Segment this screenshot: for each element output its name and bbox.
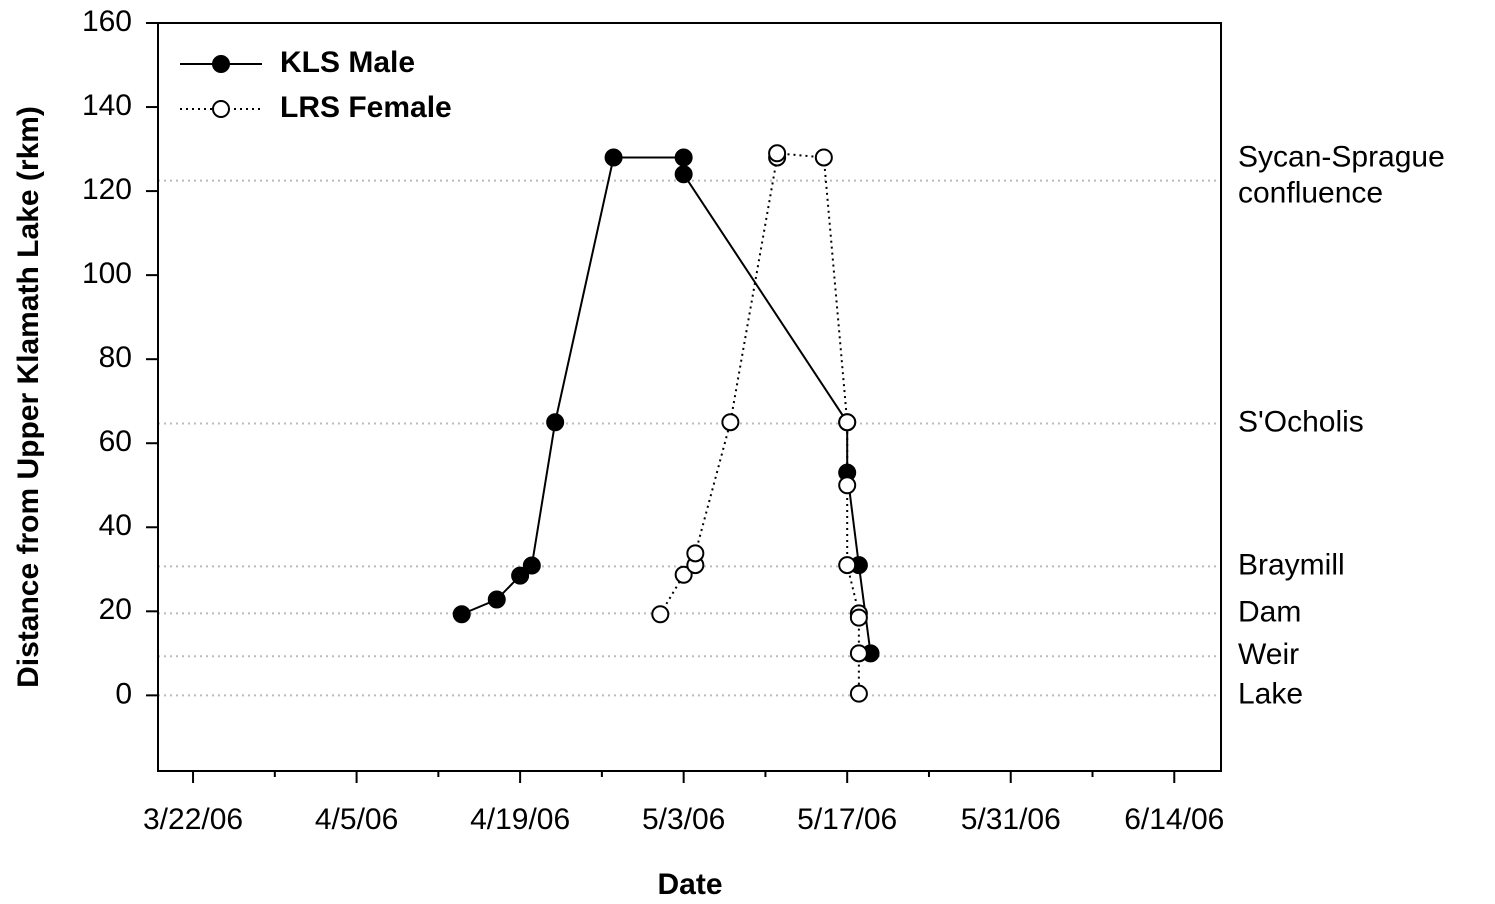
data-point	[651, 605, 670, 624]
data-point	[674, 565, 693, 584]
data-point	[768, 144, 787, 163]
reference-label: Braymill	[1238, 548, 1345, 581]
data-point	[838, 556, 857, 575]
data-point	[674, 165, 693, 184]
x-tick-label: 3/22/06	[143, 803, 243, 836]
x-tick-label: 6/14/06	[1124, 803, 1224, 836]
x-tick-label: 5/3/06	[642, 803, 725, 836]
data-point	[511, 566, 530, 585]
data-point	[522, 556, 541, 575]
reference-label: confluence	[1238, 177, 1383, 210]
y-tick-label: 20	[99, 593, 132, 626]
data-point	[814, 148, 833, 167]
data-point	[686, 544, 705, 563]
y-axis-label: Distance from Upper Klamath Lake (rkm)	[12, 106, 45, 688]
reference-label: Lake	[1238, 677, 1303, 710]
y-tick-label: 0	[115, 677, 132, 710]
data-point	[838, 413, 857, 432]
y-tick-label: 160	[82, 5, 132, 38]
data-point	[674, 148, 693, 167]
x-tick-label: 5/17/06	[797, 803, 897, 836]
data-point	[546, 413, 565, 432]
y-tick-label: 40	[99, 509, 132, 542]
reference-label: Weir	[1238, 638, 1299, 671]
reference-label: Dam	[1238, 595, 1301, 628]
y-tick-label: 140	[82, 89, 132, 122]
data-point	[452, 605, 471, 624]
data-point	[849, 608, 868, 627]
data-point	[838, 476, 857, 495]
legend-marker	[212, 55, 230, 73]
legend-marker	[212, 100, 230, 118]
data-point	[849, 684, 868, 703]
y-tick-label: 100	[82, 257, 132, 290]
x-axis-label: Date	[657, 868, 722, 901]
plot-frame	[157, 22, 1222, 772]
x-tick-label: 5/31/06	[961, 803, 1061, 836]
data-point	[721, 413, 740, 432]
y-tick-label: 60	[99, 425, 132, 458]
y-tick-label: 120	[82, 173, 132, 206]
data-point	[487, 590, 506, 609]
reference-label: Sycan-Sprague	[1238, 141, 1445, 174]
legend-label: KLS Male	[280, 46, 415, 79]
data-point	[604, 148, 623, 167]
y-tick-label: 80	[99, 341, 132, 374]
legend-label: LRS Female	[280, 91, 452, 124]
data-point	[849, 644, 868, 663]
x-tick-label: 4/5/06	[315, 803, 398, 836]
x-tick-label: 4/19/06	[470, 803, 570, 836]
reference-label: S'Ocholis	[1238, 405, 1364, 438]
